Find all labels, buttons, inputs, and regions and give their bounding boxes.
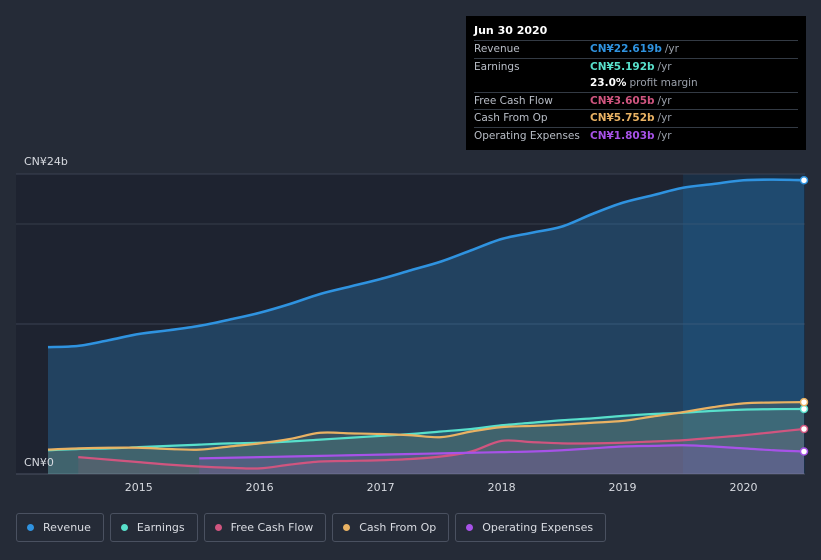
tooltip-unit: profit margin (629, 77, 698, 90)
endpoint-free_cash_flow (799, 424, 809, 434)
endpoint-earnings (799, 404, 809, 414)
tooltip-label: Free Cash Flow (474, 94, 553, 107)
legend-label: Cash From Op (359, 521, 437, 534)
area-operating_expenses (199, 445, 804, 474)
series-areas (48, 179, 805, 474)
x-tick-label: 2017 (367, 481, 395, 494)
legend-item-free-cash-flow[interactable]: Free Cash Flow (203, 513, 327, 542)
legend: Revenue Earnings Free Cash Flow Cash Fro… (16, 513, 607, 542)
line-free_cash_flow (78, 427, 805, 470)
tooltip-unit: /yr (657, 129, 672, 142)
endpoint-revenue (799, 176, 809, 185)
tooltip-value: CN¥1.803b (590, 129, 655, 142)
tooltip-row-profit-margin: 23.0% profit margin (474, 75, 798, 92)
legend-dot-icon (214, 524, 222, 531)
legend-label: Operating Expenses (482, 521, 594, 534)
x-tick-label: 2020 (730, 481, 758, 494)
legend-item-earnings[interactable]: Earnings (109, 513, 198, 542)
tooltip-panel: Jun 30 2020 Revenue CN¥22.619b /yr Earni… (466, 16, 806, 150)
line-operating_expenses (199, 444, 805, 460)
tooltip-row-revenue: Revenue CN¥22.619b /yr (474, 40, 798, 58)
x-axis-ticks: 2015 2016 2017 2018 2019 2020 (125, 481, 758, 494)
tooltip-unit: /yr (657, 60, 672, 73)
legend-label: Earnings (136, 521, 185, 534)
tooltip-value: CN¥3.605b (590, 94, 655, 107)
legend-dot-icon (466, 524, 474, 531)
tooltip-row-cash-from-op: Cash From Op CN¥5.752b /yr (474, 109, 798, 127)
tooltip-label (474, 75, 590, 92)
x-tick-label: 2019 (609, 481, 637, 494)
tooltip-row-free-cash-flow: Free Cash Flow CN¥3.605b /yr (474, 91, 798, 110)
tooltip-value: 23.0% (590, 77, 627, 90)
legend-item-operating-expenses[interactable]: Operating Expenses (455, 513, 607, 542)
gridlines (16, 173, 805, 475)
tooltip-label: Cash From Op (474, 112, 548, 125)
area-free_cash_flow (78, 429, 805, 474)
legend-label: Revenue (43, 521, 91, 534)
legend-item-cash-from-op[interactable]: Cash From Op (332, 513, 450, 542)
tooltip-value: CN¥5.752b (590, 112, 655, 125)
legend-dot-icon (27, 524, 34, 531)
x-tick-label: 2018 (488, 481, 516, 494)
tooltip-label: Operating Expenses (474, 129, 580, 142)
endpoint-cash_from_op (799, 397, 809, 407)
y-axis-top-label: CN¥24b (24, 155, 68, 168)
x-tick-label: 2016 (246, 481, 274, 494)
tooltip-label: Revenue (474, 43, 520, 55)
tooltip-unit: /yr (657, 112, 672, 125)
x-tick-label: 2015 (125, 481, 153, 494)
endpoint-operating_expenses (799, 447, 809, 456)
legend-label: Free Cash Flow (230, 521, 314, 534)
tooltip-unit: /yr (664, 43, 679, 55)
series-lines (47, 178, 805, 470)
tooltip-row-operating-expenses: Operating Expenses CN¥1.803b /yr (474, 126, 798, 145)
area-cash_from_op (48, 402, 804, 474)
tooltip-label: Earnings (474, 60, 520, 73)
tooltip-row-earnings: Earnings CN¥5.192b /yr (474, 57, 798, 76)
legend-dot-icon (120, 524, 128, 531)
tooltip-unit: /yr (657, 94, 672, 107)
line-cash_from_op (47, 401, 805, 451)
tooltip-value: CN¥22.619b (590, 43, 662, 55)
tooltip-date: Jun 30 2020 (474, 24, 548, 37)
area-revenue (48, 179, 804, 474)
legend-dot-icon (343, 524, 351, 531)
series-endpoints (799, 176, 809, 456)
line-revenue (47, 178, 805, 349)
tooltip-value: CN¥5.192b (590, 60, 655, 73)
y-axis-bottom-label: CN¥0 (24, 456, 54, 469)
legend-item-revenue[interactable]: Revenue (16, 513, 104, 542)
